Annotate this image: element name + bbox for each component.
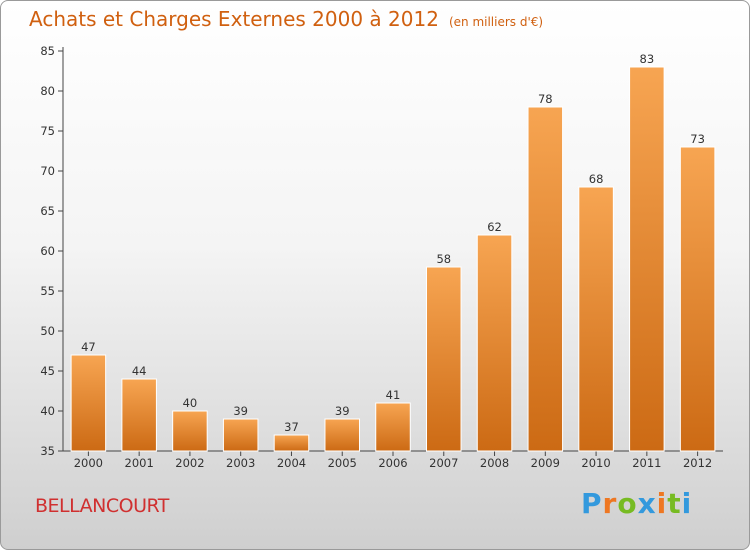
x-tick-label: 2009 [531,456,560,470]
bar-value-label: 47 [81,340,96,354]
chart-bars [70,66,716,452]
x-tick-label: 2001 [125,456,154,470]
bar-value-label: 83 [640,52,655,66]
chart-unit-note: (en milliers d'€) [448,15,544,29]
logo-letter: o [617,487,638,520]
bar [172,410,208,452]
bar [70,354,107,452]
logo-letter: x [637,487,657,520]
x-tick-label: 2012 [683,456,712,470]
y-tick-label: 70 [40,164,55,178]
x-tick-label: 2002 [175,456,204,470]
chart-title: Achats et Charges Externes 2000 à 2012 (e… [29,7,543,31]
chart-title-text: Achats et Charges Externes 2000 à 2012 [29,7,439,31]
y-tick-label: 85 [40,44,55,58]
bar [222,418,259,452]
x-tick-label: 2007 [429,456,458,470]
x-tick-label: 2005 [328,456,357,470]
logo-letter: P [581,487,603,520]
chart-data-labels: 47 44 40 39 37 39 41 58 62 78 68 83 73 [81,52,705,434]
bar-value-label: 78 [538,92,553,106]
bar [476,234,513,452]
bar-value-label: 73 [690,132,705,146]
bar [273,434,310,452]
x-tick-label: 2006 [378,456,407,470]
bar-value-label: 37 [284,420,299,434]
bar-value-label: 41 [386,388,401,402]
bar-value-label: 39 [335,404,350,418]
logo-letter: i [681,487,693,520]
y-tick-label: 75 [40,124,55,138]
x-tick-label: 2003 [226,456,255,470]
y-tick-label: 60 [40,244,55,258]
bar-chart: 35 40 45 50 55 60 65 70 75 80 85 2000 2001 2002 2003 20… [40,44,723,470]
bar [426,266,462,452]
bar-value-label: 40 [183,396,198,410]
y-tick-label: 40 [40,404,55,418]
bar [324,418,360,452]
x-tick-label: 2011 [632,456,661,470]
bar [527,106,564,452]
x-tick-label: 2000 [74,456,103,470]
x-tick-label: 2004 [277,456,306,470]
bar-value-label: 62 [487,220,502,234]
y-tick-label: 45 [40,364,55,378]
bar-value-label: 39 [233,404,248,418]
y-tick-label: 55 [40,284,55,298]
y-tick-label: 65 [40,204,55,218]
chart-axes: 35 40 45 50 55 60 65 70 75 80 85 2000 2001 2002 2003 20… [40,44,723,470]
logo-letter: i [656,487,668,520]
bar [679,146,716,452]
commune-name: BELLANCOURT [35,495,169,517]
x-tick-label: 2008 [480,456,509,470]
bar [121,378,157,452]
bar-value-label: 68 [589,172,604,186]
bar [578,186,614,452]
bar-value-label: 58 [436,252,451,266]
y-tick-label: 35 [40,444,55,458]
logo-letter: r [602,487,618,520]
y-tick-label: 80 [40,84,55,98]
logo-letter: t [667,487,682,520]
x-tick-label: 2010 [581,456,610,470]
bar-value-label: 44 [132,364,147,378]
bar [629,66,665,452]
y-tick-label: 50 [40,324,55,338]
proxiti-logo: Proxiti [581,487,692,520]
bar [375,402,411,452]
